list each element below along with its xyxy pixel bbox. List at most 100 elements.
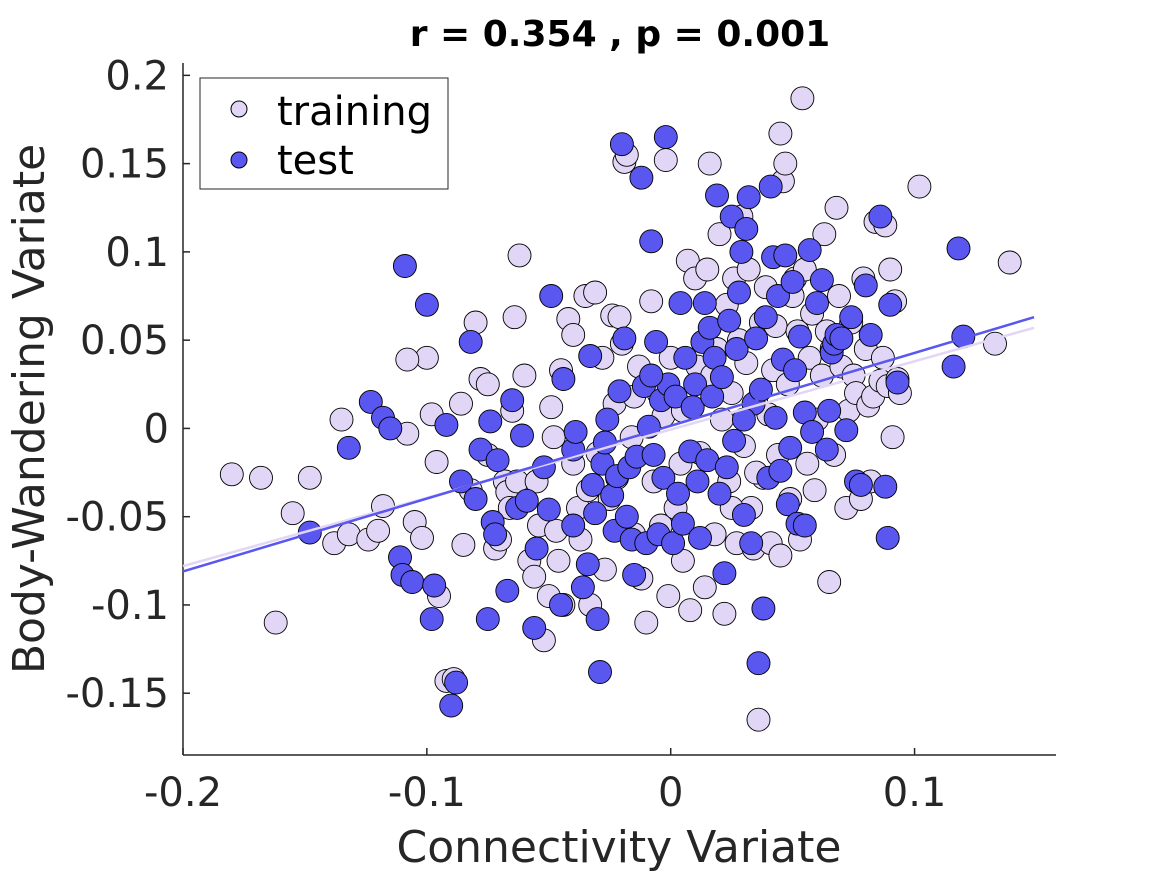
data-point-test bbox=[712, 561, 737, 586]
x-tick-label: -0.2 bbox=[144, 770, 222, 816]
fit-lines bbox=[182, 316, 1035, 573]
data-point-training bbox=[773, 151, 798, 176]
data-point-test bbox=[707, 481, 732, 506]
data-point-training bbox=[639, 289, 664, 314]
data-point-training bbox=[707, 222, 732, 247]
data-point-training bbox=[827, 284, 851, 308]
data-point-training bbox=[539, 395, 564, 420]
data-point-test bbox=[514, 488, 539, 513]
data-point-test bbox=[570, 575, 595, 600]
data-point-test bbox=[848, 472, 873, 497]
data-point-test bbox=[724, 337, 749, 361]
data-point-test bbox=[829, 326, 854, 351]
x-tick-label: -0.1 bbox=[388, 770, 466, 816]
y-tick-label: -0.05 bbox=[66, 495, 170, 541]
data-point-test bbox=[536, 497, 561, 522]
data-point-test bbox=[614, 504, 639, 529]
data-point-test bbox=[539, 284, 564, 308]
data-point-test bbox=[797, 238, 822, 263]
data-point-test bbox=[463, 487, 488, 511]
data-point-test bbox=[885, 370, 910, 395]
data-point-test bbox=[729, 239, 754, 264]
data-point-training bbox=[366, 518, 391, 543]
data-point-test bbox=[458, 329, 483, 354]
data-point-test bbox=[814, 437, 839, 462]
y-ticks: 0.2 0.15 0.1 0.05 0 -0.05 -0.1 -0.15 bbox=[66, 53, 190, 717]
data-point-test bbox=[495, 578, 520, 603]
data-point-training bbox=[280, 501, 305, 526]
data-point-training bbox=[695, 257, 720, 282]
data-points bbox=[219, 86, 1022, 732]
data-point-training bbox=[653, 148, 678, 173]
data-point-test bbox=[834, 418, 859, 443]
data-point-training bbox=[561, 322, 586, 347]
data-point-test bbox=[758, 174, 783, 199]
data-point-test bbox=[468, 437, 493, 462]
data-point-test bbox=[780, 269, 805, 294]
data-point-test bbox=[510, 423, 534, 448]
data-point-training bbox=[502, 305, 527, 330]
data-point-training bbox=[410, 525, 434, 550]
data-point-test bbox=[734, 216, 759, 241]
data-point-test bbox=[639, 363, 664, 388]
data-point-test bbox=[683, 372, 708, 397]
data-point-test bbox=[709, 365, 734, 390]
data-point-training bbox=[546, 548, 571, 573]
data-point-test bbox=[629, 165, 654, 190]
data-point-test bbox=[549, 592, 573, 617]
data-point-test bbox=[673, 345, 698, 370]
data-point-test bbox=[644, 329, 669, 354]
data-point-test bbox=[875, 525, 900, 550]
data-point-test bbox=[666, 481, 690, 506]
data-point-test bbox=[378, 416, 403, 441]
x-tick-label: 0 bbox=[658, 770, 683, 816]
data-point-test bbox=[873, 474, 898, 499]
data-point-test bbox=[575, 552, 600, 577]
legend-box bbox=[199, 77, 449, 190]
y-tick-label: -0.15 bbox=[66, 671, 170, 717]
data-point-test bbox=[692, 291, 717, 316]
data-point-test bbox=[444, 670, 469, 695]
data-point-test bbox=[358, 389, 383, 414]
data-point-test bbox=[585, 607, 610, 632]
data-point-training bbox=[451, 532, 476, 557]
data-point-training bbox=[475, 372, 500, 397]
x-tick-label: 0.1 bbox=[883, 770, 947, 816]
data-point-training bbox=[795, 451, 820, 476]
data-point-test bbox=[722, 428, 747, 453]
data-point-test bbox=[588, 660, 612, 684]
data-point-test bbox=[392, 254, 417, 278]
data-point-test bbox=[817, 398, 842, 423]
data-point-training bbox=[768, 543, 793, 568]
data-point-test bbox=[622, 562, 647, 587]
data-point-test bbox=[485, 448, 510, 473]
data-point-test bbox=[522, 615, 547, 640]
data-point-test bbox=[439, 693, 464, 718]
y-tick-label: 0 bbox=[144, 406, 169, 452]
data-point-test bbox=[478, 409, 503, 434]
data-point-test bbox=[688, 525, 712, 550]
data-point-test bbox=[524, 536, 549, 561]
data-point-test bbox=[809, 268, 834, 293]
data-point-training bbox=[824, 195, 849, 220]
data-point-test bbox=[878, 292, 903, 317]
data-point-test bbox=[739, 531, 764, 556]
data-point-training bbox=[817, 570, 842, 594]
data-point-test bbox=[641, 442, 666, 467]
x-ticks: -0.2 -0.1 0 0.1 bbox=[144, 748, 946, 816]
data-point-test bbox=[578, 344, 603, 368]
chart-title: r = 0.354 , p = 0.001 bbox=[410, 14, 830, 55]
data-point-training bbox=[424, 450, 449, 474]
data-point-training bbox=[878, 257, 903, 282]
data-point-test bbox=[661, 531, 686, 556]
data-point-test bbox=[768, 458, 793, 483]
data-point-training bbox=[812, 222, 837, 247]
data-point-test bbox=[705, 183, 729, 208]
data-point-test bbox=[766, 284, 790, 308]
data-point-test bbox=[400, 570, 425, 594]
data-point-test bbox=[607, 379, 632, 404]
data-point-test bbox=[561, 513, 586, 538]
data-point-training bbox=[802, 478, 827, 503]
data-point-test bbox=[736, 185, 761, 210]
data-point-training bbox=[583, 280, 608, 305]
